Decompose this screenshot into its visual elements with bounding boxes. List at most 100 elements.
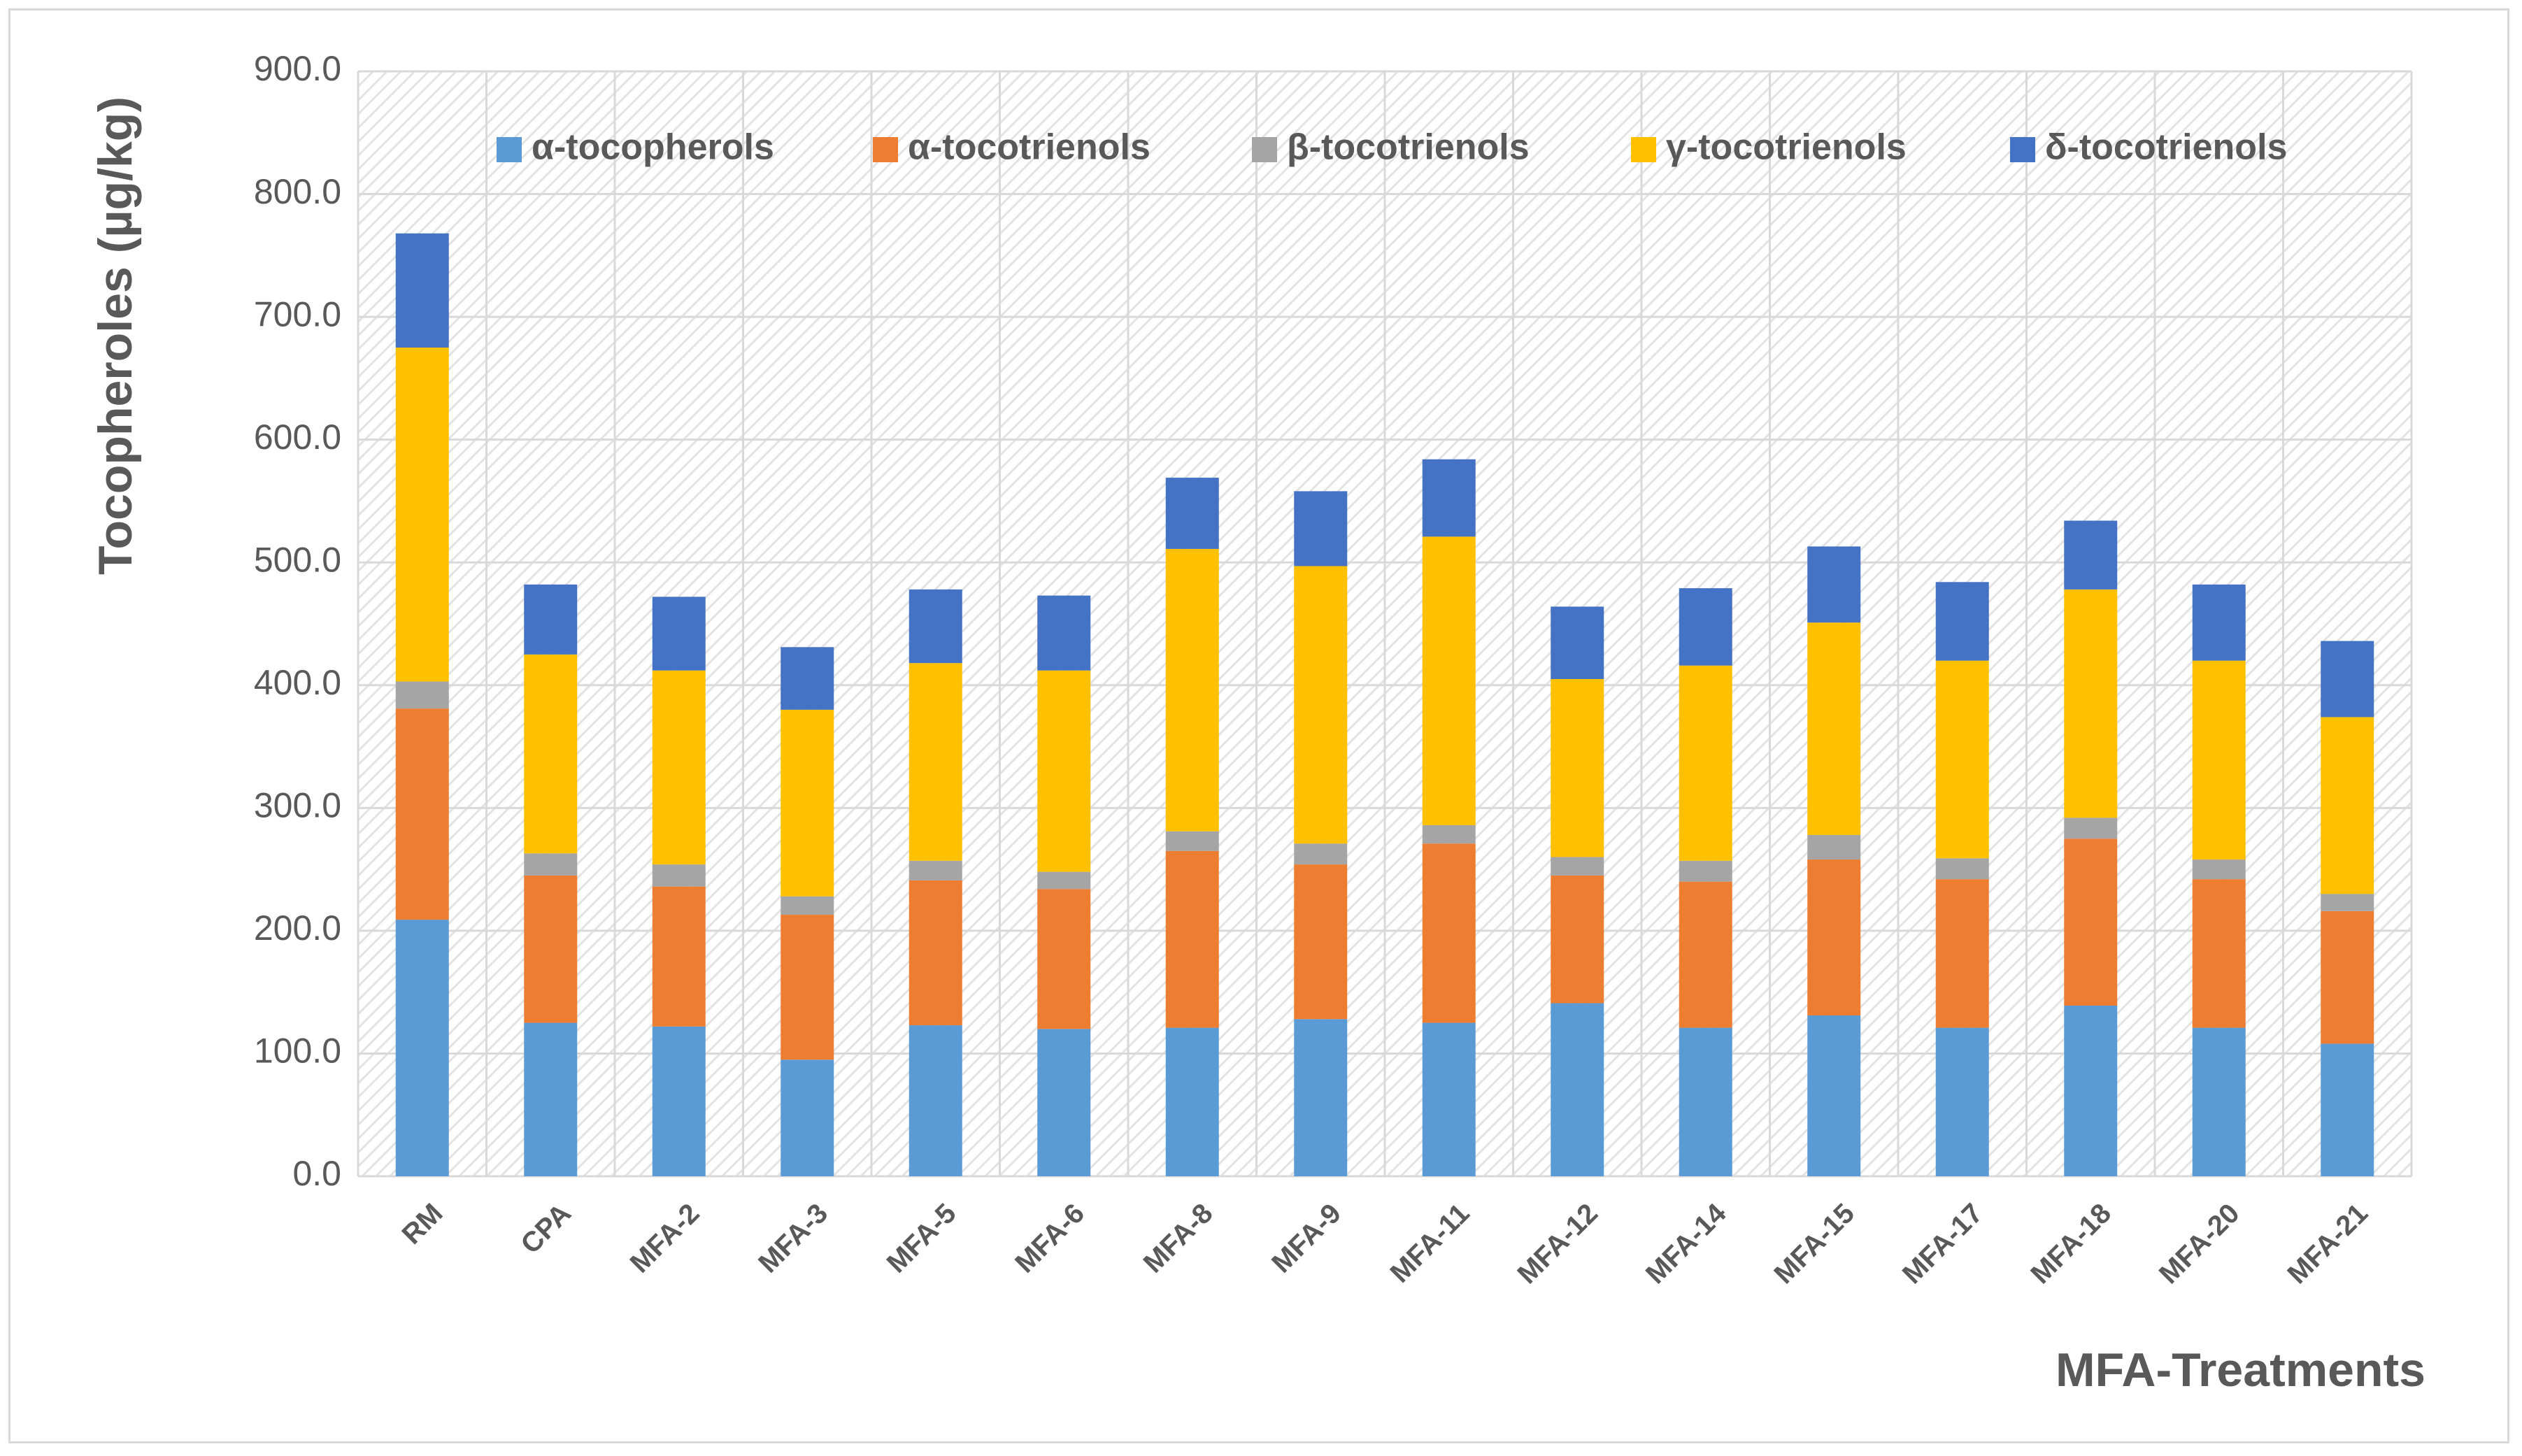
bar-segment-MFA-12-4 (1551, 606, 1604, 679)
x-category-label: MFA-8 (1138, 1198, 1219, 1279)
bar-segment-MFA-6-1 (1037, 889, 1091, 1029)
bar-segment-MFA-5-4 (909, 589, 962, 664)
y-tick-label: 200.0 (254, 908, 341, 948)
y-axis-ticks: 0.0 100.0 200.0 300.0 400.0 500.0 600.0 700.0 80… (254, 49, 341, 1193)
bar-segment-MFA-8-0 (1165, 1027, 1219, 1176)
bar-segment-MFA-9-4 (1294, 491, 1348, 566)
legend-swatch (873, 137, 898, 162)
bar-segment-MFA-9-2 (1294, 843, 1348, 865)
bar-segment-MFA-12-0 (1551, 1003, 1604, 1176)
x-category-label: MFA-21 (2281, 1198, 2374, 1290)
bar-segment-MFA-12-3 (1551, 679, 1604, 857)
bar-segment-MFA-2-3 (652, 670, 706, 865)
bar-segment-MFA-21-4 (2321, 641, 2374, 718)
bar-segment-MFA-21-0 (2321, 1043, 2374, 1176)
bar-segment-MFA-8-2 (1165, 831, 1219, 851)
legend-label: β-tocotrienols (1287, 127, 1530, 168)
bar-segment-MFA-17-4 (1935, 582, 1989, 661)
bar-segment-RM-3 (395, 348, 449, 682)
y-tick-label: 800.0 (254, 172, 341, 211)
bar-segment-MFA-6-3 (1037, 670, 1091, 872)
y-tick-label: 500.0 (254, 540, 341, 579)
bar-segment-RM-4 (395, 233, 449, 348)
bar-segment-MFA-20-4 (2192, 584, 2246, 661)
bar-segment-MFA-9-0 (1294, 1019, 1348, 1176)
bar-segment-MFA-12-1 (1551, 875, 1604, 1004)
bar-segment-MFA-3-3 (781, 709, 834, 897)
x-category-label: MFA-15 (1768, 1198, 1860, 1290)
legend-swatch (2010, 137, 2035, 162)
legend-label: α-tocotrienols (908, 127, 1150, 168)
bar-segment-MFA-17-1 (1935, 879, 1989, 1028)
x-category-label: MFA-12 (1511, 1198, 1604, 1290)
bar-segment-MFA-3-4 (781, 647, 834, 710)
bar-segment-MFA-2-1 (652, 886, 706, 1027)
bar-segment-CPA-3 (524, 654, 578, 854)
bar-segment-MFA-11-3 (1422, 536, 1476, 825)
bar-segment-MFA-14-3 (1679, 665, 1732, 861)
bar-segment-MFA-11-0 (1422, 1022, 1476, 1176)
bar-segment-MFA-17-3 (1935, 660, 1989, 859)
bar-segment-MFA-2-4 (652, 597, 706, 671)
bar-segment-MFA-21-3 (2321, 717, 2374, 894)
bar-segment-MFA-2-0 (652, 1026, 706, 1176)
bar-segment-MFA-11-1 (1422, 843, 1476, 1023)
x-category-label: RM (396, 1198, 448, 1250)
y-tick-label: 400.0 (254, 663, 341, 702)
x-category-label: MFA-17 (1897, 1198, 1989, 1290)
y-tick-label: 900.0 (254, 49, 341, 88)
bar-segment-MFA-14-0 (1679, 1027, 1732, 1176)
bar-segment-MFA-15-2 (1807, 834, 1861, 860)
bar-segment-MFA-5-2 (909, 860, 962, 880)
bar-segment-MFA-20-2 (2192, 859, 2246, 880)
bar-segment-MFA-11-4 (1422, 459, 1476, 537)
x-category-label: MFA-18 (2025, 1198, 2117, 1290)
bar-segment-RM-1 (395, 708, 449, 920)
bar-segment-MFA-15-0 (1807, 1015, 1861, 1176)
legend-swatch (1252, 137, 1277, 162)
x-category-label: MFA-11 (1384, 1198, 1475, 1289)
legend-label: δ-tocotrienols (2045, 127, 2287, 168)
x-axis-categories: RM CPA MFA-2 MFA-3 MFA-5 MFA-6 MFA-8 MFA-9 MFA-1… (396, 1197, 2374, 1290)
bar-segment-MFA-18-4 (2064, 520, 2118, 590)
y-tick-label: 700.0 (254, 294, 341, 334)
bar-segment-MFA-3-0 (781, 1059, 834, 1176)
bar-segment-MFA-21-2 (2321, 894, 2374, 911)
legend-label: α-tocopherols (532, 127, 774, 168)
bar-segment-MFA-3-1 (781, 915, 834, 1060)
bar-segment-MFA-5-3 (909, 663, 962, 861)
y-tick-label: 300.0 (254, 786, 341, 825)
y-tick-label: 600.0 (254, 417, 341, 457)
bar-segment-MFA-3-2 (781, 896, 834, 915)
bar-segment-MFA-6-0 (1037, 1029, 1091, 1176)
bar-segment-MFA-2-2 (652, 864, 706, 887)
bar-segment-MFA-14-4 (1679, 588, 1732, 666)
x-category-label: MFA-9 (1266, 1198, 1347, 1279)
bar-segment-MFA-18-3 (2064, 589, 2118, 818)
bar-segment-MFA-20-3 (2192, 660, 2246, 860)
x-category-label: CPA (515, 1198, 577, 1260)
bar-segment-MFA-18-0 (2064, 1005, 2118, 1176)
bar-segment-MFA-15-4 (1807, 546, 1861, 623)
bar-segment-MFA-14-1 (1679, 881, 1732, 1028)
x-axis-title: MFA-Treatments (2056, 1343, 2425, 1397)
bar-segment-MFA-18-1 (2064, 838, 2118, 1006)
bar-segment-MFA-15-1 (1807, 859, 1861, 1016)
bar-segment-MFA-21-1 (2321, 911, 2374, 1044)
bar-segment-MFA-15-3 (1807, 622, 1861, 835)
bar-segment-RM-2 (395, 681, 449, 709)
bar-segment-CPA-2 (524, 853, 578, 876)
bar-segment-MFA-17-2 (1935, 858, 1989, 880)
bar-segment-MFA-6-4 (1037, 595, 1091, 671)
bar-segment-MFA-8-1 (1165, 850, 1219, 1028)
legend-swatch (1631, 137, 1656, 162)
legend-label: γ-tocotrienols (1666, 127, 1907, 168)
bar-segment-MFA-8-3 (1165, 548, 1219, 832)
bar-segment-MFA-6-2 (1037, 871, 1091, 890)
y-tick-label: 0.0 (292, 1154, 341, 1193)
bar-segment-MFA-12-2 (1551, 857, 1604, 876)
y-tick-label: 100.0 (254, 1032, 341, 1071)
x-category-label: MFA-20 (2153, 1198, 2246, 1290)
bar-segment-MFA-11-2 (1422, 825, 1476, 844)
